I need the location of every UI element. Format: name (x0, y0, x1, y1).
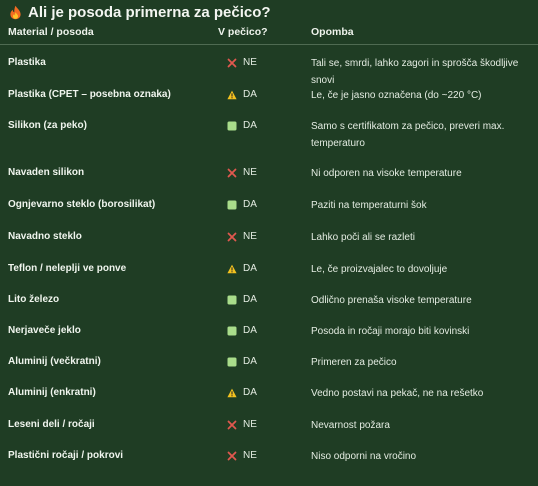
row-material: Navaden silikon (8, 167, 85, 178)
row-oven-status: DA (227, 323, 257, 338)
row-oven-status: DA (227, 261, 257, 276)
row-note: Samo s certifikatom za pečico, preveri m… (311, 121, 505, 149)
column-header-material: Material / posoda (8, 26, 94, 38)
row-note: Posoda in ročaji morajo biti kovinski (311, 326, 470, 337)
column-header-oven: V pečico? (218, 26, 268, 38)
row-note: Vedno postavi na pekač, ne na rešetko (311, 388, 484, 399)
row-note: Primeren za pečico (311, 357, 397, 368)
row-material: Plastika (8, 57, 46, 68)
cross-icon (227, 232, 237, 241)
row-oven-status: DA (227, 354, 257, 369)
cross-icon (227, 420, 237, 429)
row-oven-status: NE (227, 165, 257, 180)
row-note: Le, če proizvajalec to dovoljuje (311, 264, 448, 275)
row-status-text: NE (243, 167, 257, 178)
row-material: Aluminij (enkratni) (8, 387, 96, 398)
row-material: Plastični ročaji / pokrovi (8, 450, 124, 461)
check-square-icon (227, 326, 237, 335)
row-note: Nevarnost požara (311, 420, 390, 431)
table-header: Material / posoda V pečico? Opomba (0, 26, 538, 44)
row-note: Tali se, smrdi, lahko zagori in sprošča … (311, 58, 519, 86)
warning-icon (227, 264, 237, 273)
row-status-text: DA (243, 199, 257, 210)
row-status-text: NE (243, 450, 257, 461)
row-status-text: NE (243, 231, 257, 242)
check-square-icon (227, 121, 237, 130)
check-square-icon (227, 200, 237, 209)
row-material: Plastika (CPET – posebna oznaka) (8, 89, 171, 100)
row-material: Aluminij (večkratni) (8, 356, 101, 367)
row-status-text: DA (243, 120, 257, 131)
row-note: Lahko poči ali se razleti (311, 232, 415, 243)
row-oven-status: NE (227, 55, 257, 70)
row-oven-status: NE (227, 448, 257, 463)
row-status-text: NE (243, 57, 257, 68)
row-status-text: DA (243, 89, 257, 100)
column-header-note: Opomba (311, 26, 354, 38)
row-note: Niso odporni na vročino (311, 451, 417, 462)
row-material: Leseni deli / ročaji (8, 419, 95, 430)
row-oven-status: NE (227, 229, 257, 244)
cross-icon (227, 168, 237, 177)
row-oven-status: NE (227, 417, 257, 432)
check-square-icon (227, 357, 237, 366)
row-status-text: DA (243, 387, 257, 398)
row-oven-status: DA (227, 385, 257, 400)
row-status-text: DA (243, 356, 257, 367)
row-status-text: DA (243, 325, 257, 336)
row-note: Le, če je jasno označena (do ~220 °C) (311, 90, 482, 101)
row-material: Ognjevarno steklo (borosilikat) (8, 199, 156, 210)
page-title: Ali je posoda primerna za pečico? (9, 2, 271, 22)
fire-icon (10, 5, 21, 19)
row-status-text: NE (243, 419, 257, 430)
warning-icon (227, 90, 237, 99)
header-divider (0, 44, 538, 45)
row-note: Odlično prenaša visoke temperature (311, 295, 472, 306)
check-square-icon (227, 295, 237, 304)
row-note: Ni odporen na visoke temperature (311, 168, 462, 179)
cross-icon (227, 451, 237, 460)
row-material: Nerjaveče jeklo (8, 325, 81, 336)
cross-icon (227, 58, 237, 67)
row-oven-status: DA (227, 292, 257, 307)
row-material: Silikon (za peko) (8, 120, 87, 131)
page-title-text: Ali je posoda primerna za pečico? (28, 3, 271, 21)
row-material: Teflon / neleplji ve ponve (8, 263, 127, 274)
row-material: Lito železo (8, 294, 60, 305)
row-oven-status: DA (227, 87, 257, 102)
row-material: Navadno steklo (8, 231, 82, 242)
row-status-text: DA (243, 294, 257, 305)
row-oven-status: DA (227, 197, 257, 212)
row-oven-status: DA (227, 118, 257, 133)
row-status-text: DA (243, 263, 257, 274)
row-note: Paziti na temperaturni šok (311, 200, 427, 211)
warning-icon (227, 388, 237, 397)
